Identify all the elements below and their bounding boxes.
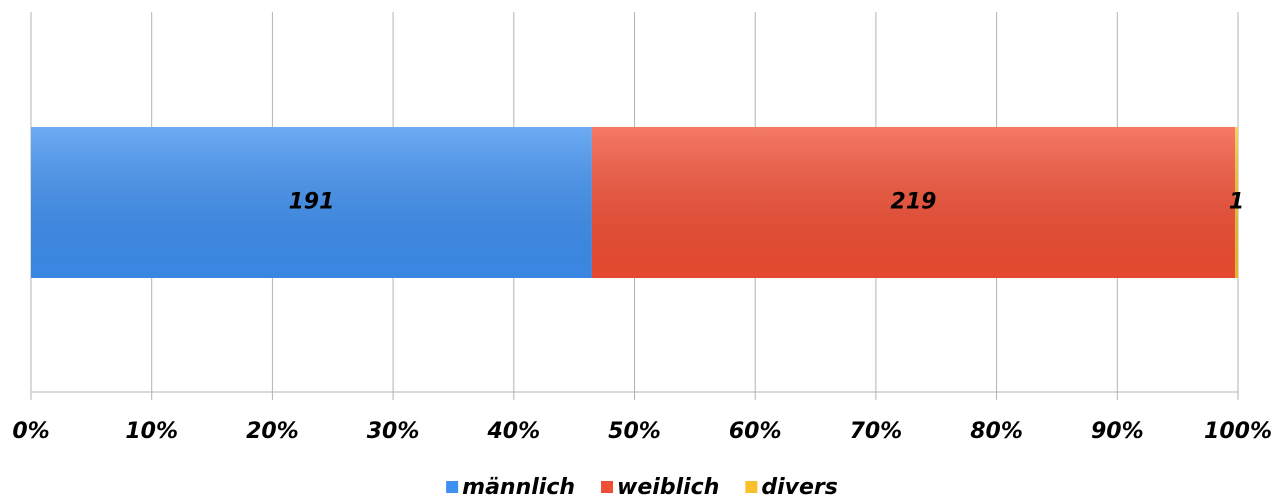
legend-label: weiblich [617,475,719,500]
legend-swatch [745,481,758,493]
data-label: 191 [288,190,334,215]
x-tick-label: 100% [1204,419,1272,444]
x-tick-label: 40% [486,419,540,444]
bar-shade [591,127,1236,278]
data-label: 1 [1229,190,1244,215]
legend-swatch [601,481,614,493]
bar-shade [1235,127,1238,278]
legend-label: männlich [462,475,575,500]
bar-shade [31,127,592,278]
x-tick-label: 0% [12,419,49,444]
legend-swatch [446,481,459,493]
x-tick-label: 80% [970,419,1023,444]
data-label: 219 [891,190,937,215]
x-tick-label: 70% [850,419,903,444]
x-tick-label: 20% [246,419,299,444]
x-tick-label: 60% [729,419,782,444]
x-tick-label: 10% [125,419,178,444]
x-tick-label: 30% [367,419,420,444]
x-tick-label: 90% [1091,419,1144,444]
legend-label: divers [761,475,838,500]
x-tick-label: 50% [608,419,661,444]
